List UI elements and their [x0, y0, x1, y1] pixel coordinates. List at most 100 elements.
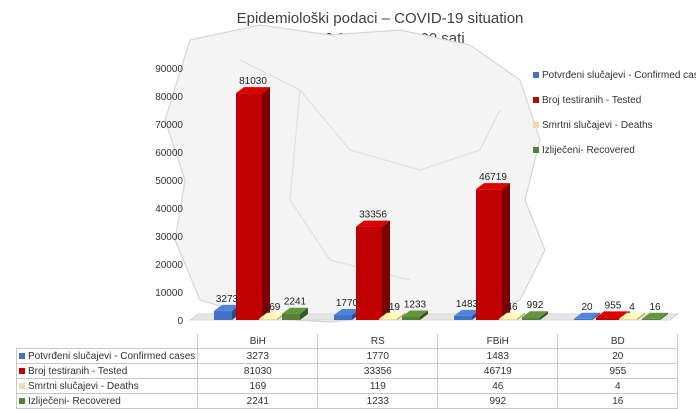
bar — [499, 312, 525, 320]
bar-top — [499, 312, 525, 319]
table-header-row: BiH RS FBiH BD — [16, 334, 679, 349]
table-series-label: Potvrđeni slučajevi - Confirmed cases — [15, 348, 199, 364]
legend-swatch — [533, 122, 539, 129]
bar — [476, 183, 510, 320]
bar-side — [592, 312, 600, 320]
y-tick-label: 60000 — [155, 148, 183, 159]
bar-side — [300, 307, 308, 320]
y-tick-label: 80000 — [155, 92, 183, 103]
data-label: 2241 — [284, 297, 307, 308]
bar-top — [259, 312, 285, 319]
table-cell: 16 — [557, 393, 679, 409]
data-label: 20 — [581, 302, 593, 313]
bar-front — [334, 315, 352, 320]
table-category-header: BD — [557, 334, 679, 349]
table-cell: 46 — [437, 378, 559, 394]
legend-swatch — [533, 147, 539, 154]
data-label: 1770 — [336, 298, 359, 309]
bar-top — [334, 309, 360, 316]
table-corner — [16, 334, 199, 349]
bar-top — [356, 220, 390, 227]
bar-side — [397, 312, 405, 320]
bar-top — [454, 309, 480, 316]
bar-side — [502, 183, 510, 320]
table-category-header: BiH — [197, 334, 319, 349]
bar-top — [619, 312, 645, 319]
bar-side — [660, 312, 668, 320]
bar — [379, 312, 405, 320]
table-swatch — [19, 397, 25, 404]
y-tick-label: 90000 — [155, 64, 183, 75]
bar-side — [540, 311, 548, 320]
y-tick-label: 70000 — [155, 120, 183, 131]
data-label: 1483 — [456, 299, 479, 310]
table-swatch — [19, 382, 25, 389]
table-row: Potvrđeni slučajevi - Confirmed cases 327… — [15, 348, 679, 364]
legend-item: Broj testiranih - Tested — [533, 95, 696, 107]
legend-item: Smrtni slučajevi - Deaths — [533, 120, 696, 132]
table-row: Broj testiranih - Tested 81030 33356 46719 9… — [15, 363, 679, 379]
table-row: Izliječeni- Recovered 2241 1233 992 16 — [15, 393, 679, 409]
data-label: 81030 — [239, 76, 267, 87]
bar-front — [379, 318, 397, 320]
table-cell: 33356 — [317, 363, 439, 379]
y-tick-label: 20000 — [155, 260, 183, 271]
data-label: 3273 — [216, 294, 239, 305]
table-swatch — [19, 367, 25, 374]
y-tick-label: 10000 — [155, 288, 183, 299]
table-cell: 81030 — [197, 363, 319, 379]
table-series-label: Izliječeni- Recovered — [15, 393, 199, 409]
bar — [642, 312, 668, 320]
chart-title: Epidemiološki podaci – COVID-19 situatio… — [236, 10, 524, 27]
bar-top — [476, 183, 510, 190]
data-label: 992 — [527, 300, 544, 311]
bar — [282, 307, 308, 320]
data-label: 955 — [605, 300, 622, 311]
table-cell: 3273 — [197, 348, 319, 364]
bar — [402, 310, 428, 320]
data-table: BiH RS FBiH BD Potvrđeni slučajevi - Confirm… — [15, 334, 679, 409]
bar — [356, 220, 390, 320]
chart-legend: Potvrđeni slučajevi - Confirmed cases Bro… — [533, 70, 696, 170]
table-cell: 119 — [317, 378, 439, 394]
table-cell: 169 — [197, 378, 319, 394]
bar-series — [214, 87, 668, 320]
bar-top — [574, 312, 600, 319]
bar-front — [402, 316, 420, 320]
bar-front — [619, 318, 637, 320]
table-category-header: FBiH — [437, 334, 559, 349]
table-series-label: Smrtni slučajevi - Deaths — [15, 378, 199, 394]
legend-label: Broj testiranih - Tested — [542, 95, 642, 106]
bar-front — [236, 93, 262, 320]
bar-front — [574, 318, 592, 320]
bar-front — [499, 318, 517, 320]
bar-top — [282, 307, 308, 314]
bar-side — [517, 312, 525, 320]
table-series-label: Broj testiranih - Tested — [15, 363, 199, 379]
legend-label: Potvrđeni slučajevi - Confirmed cases — [542, 70, 696, 81]
bar-front — [259, 318, 277, 320]
table-category-header: RS — [317, 334, 439, 349]
bar-front — [522, 317, 540, 320]
data-label: 1233 — [404, 300, 427, 311]
data-label: 46719 — [479, 172, 507, 183]
data-label: 46 — [506, 302, 518, 313]
bar-top — [379, 312, 405, 319]
y-tick-label: 50000 — [155, 176, 183, 187]
bar — [574, 312, 600, 320]
legend-item: Potvrđeni slučajevi - Confirmed cases — [533, 70, 696, 82]
table-cell: 1483 — [437, 348, 559, 364]
table-cell: 1770 — [317, 348, 439, 364]
bar — [522, 311, 548, 320]
table-cell: 2241 — [197, 393, 319, 409]
data-label: 119 — [384, 302, 400, 313]
bar-side — [262, 87, 270, 320]
data-label: 33356 — [359, 210, 387, 221]
table-swatch — [19, 352, 25, 359]
bar-front — [596, 317, 622, 320]
bar-side — [420, 310, 428, 320]
table-cell: 4 — [557, 378, 679, 394]
table-cell: 20 — [557, 348, 679, 364]
